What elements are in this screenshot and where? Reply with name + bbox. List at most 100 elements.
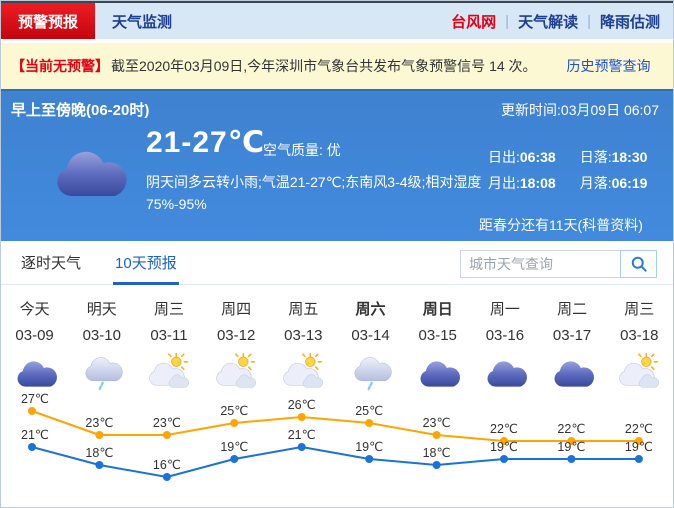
temp-point-label: 19℃ [557, 440, 585, 454]
top-nav: 预警预报 天气监测 台风网 | 天气解读 | 降雨估测 [1, 1, 673, 39]
top-nav-links: 台风网 | 天气解读 | 降雨估测 [451, 3, 673, 39]
nav-tab-weather-monitor[interactable]: 天气监测 [112, 13, 173, 31]
temp-point[interactable] [500, 437, 508, 445]
temp-point[interactable] [365, 419, 374, 427]
overcast-icon [414, 353, 462, 391]
forecast-day-column[interactable]: 今天 03-09 [1, 298, 68, 391]
forecast-day-column[interactable]: 周四 03-12 [203, 298, 270, 391]
sun-moon-times: 日出:06:38 日落:18:30 月出:18:08 月落:06:19 [488, 147, 647, 193]
day-name: 明天 [86, 301, 117, 318]
day-name: 周三 [624, 301, 655, 318]
search-icon [629, 254, 649, 274]
history-alert-link[interactable]: 历史预警查询 [566, 58, 651, 74]
forecast-day-column[interactable]: 周二 03-17 [539, 298, 606, 391]
day-date: 03-17 [552, 327, 592, 344]
temp-point-label: 25℃ [355, 404, 383, 418]
day-name: 周五 [288, 301, 319, 318]
temp-point-label: 19℃ [220, 440, 248, 454]
overcast-cloud-icon [47, 137, 129, 196]
temp-point[interactable] [567, 437, 576, 445]
temp-point[interactable] [432, 431, 441, 439]
forecast-day-column[interactable]: 周三 03-11 [135, 298, 202, 391]
temp-line [31, 410, 639, 442]
day-name: 周四 [221, 301, 252, 318]
day-name: 周日 [422, 301, 453, 318]
temp-point[interactable] [230, 455, 239, 463]
nav-link[interactable]: 天气解读 [518, 13, 579, 31]
temp-point[interactable] [500, 455, 508, 463]
temp-point[interactable] [230, 419, 239, 427]
nav-link[interactable]: 降雨估测 [599, 13, 660, 31]
temp-point[interactable] [297, 413, 306, 421]
overcast-icon [481, 353, 529, 391]
temp-point-label: 18℃ [423, 446, 451, 460]
day-date: 03-14 [351, 327, 390, 344]
temp-point[interactable] [567, 455, 576, 463]
day-date: 03-13 [284, 327, 323, 344]
astro-time: 月出:18:08 [488, 175, 556, 191]
temp-point[interactable] [162, 473, 171, 481]
forecast-tab-bar: 逐时天气 10天预报 [1, 241, 673, 285]
temp-point[interactable] [365, 455, 374, 463]
nav-tab-warning-forecast[interactable]: 预警预报 [1, 3, 96, 39]
temp-point-label: 27℃ [21, 392, 49, 406]
day-date: 03-16 [485, 327, 525, 344]
tab-ten-day-forecast[interactable]: 10天预报 [113, 241, 179, 285]
day-name: 今天 [19, 301, 50, 318]
city-search-input[interactable] [460, 250, 620, 278]
top-nav-tabs: 预警预报 天气监测 [1, 3, 189, 39]
temp-point[interactable] [634, 437, 643, 445]
nav-link[interactable]: 台风网 [451, 13, 497, 31]
day-name: 周二 [557, 301, 588, 318]
partly-cloudy-icon [212, 353, 260, 391]
temp-point[interactable] [28, 407, 36, 415]
temp-point-label: 25℃ [220, 404, 248, 418]
temp-point-label: 19℃ [355, 440, 383, 454]
astro-time: 日出:06:38 [488, 149, 556, 165]
day-date: 03-15 [418, 327, 457, 344]
alert-bar: 【当前无预警】 截至2020年03月09日,今年深圳市气象台共发布气象预警信号 … [1, 43, 673, 89]
day-name: 周三 [153, 301, 184, 318]
partly-cloudy-icon [145, 353, 193, 391]
temp-point-label: 19℃ [490, 440, 518, 454]
day-date: 03-09 [15, 327, 54, 344]
temp-point-label: 22℃ [490, 422, 518, 436]
temp-point-label: 26℃ [288, 398, 316, 412]
temp-point[interactable] [28, 443, 36, 451]
day-date: 03-18 [620, 327, 659, 344]
content-tabs: 逐时天气 10天预报 [21, 241, 179, 285]
temp-point[interactable] [162, 431, 171, 439]
forecast-day-column[interactable]: 明天 03-10 [68, 298, 135, 391]
temp-point[interactable] [634, 455, 643, 463]
temp-point-label: 21℃ [288, 428, 316, 442]
temp-point[interactable] [297, 443, 306, 451]
search-button[interactable] [620, 250, 657, 278]
light-rain-icon [347, 353, 395, 391]
day-date: 03-12 [216, 327, 256, 344]
alert-message: 截至2020年03月09日,今年深圳市气象台共发布气象预警信号 14 次。 [111, 58, 537, 74]
temp-point[interactable] [95, 431, 104, 439]
temp-point-label: 16℃ [153, 458, 181, 472]
temp-point-label: 23℃ [85, 416, 113, 430]
forecast-day-column[interactable]: 周五 03-13 [270, 298, 337, 391]
partly-cloudy-icon [279, 353, 327, 391]
solar-term-note: 距春分还有11天(科普资料) [479, 217, 643, 233]
forecast-day-column[interactable]: 周日 03-15 [404, 298, 471, 391]
forecast-day-column[interactable]: 周三 03-18 [606, 298, 673, 391]
partly-cloudy-icon [615, 353, 663, 391]
light-rain-icon [78, 353, 126, 391]
air-quality-label: 空气质量: 优 [263, 142, 341, 158]
temp-point-label: 21℃ [21, 428, 49, 442]
forecast-day-column[interactable]: 周六 03-14 [337, 298, 404, 391]
forecast-day-column[interactable]: 周一 03-16 [471, 298, 538, 391]
temp-point[interactable] [95, 461, 104, 469]
temperature-chart: 27℃ 23℃ 23℃ 25℃ 26℃ 25℃ 23℃ 22℃ 22℃ 22℃ 21℃ 18℃ 16℃ 1… [1, 391, 673, 507]
astro-time: 月落:06:19 [579, 175, 648, 191]
current-weather-panel: 早上至傍晚(06-20时) 更新时间:03月09日 06:07 21-27℃ 空… [1, 89, 673, 241]
day-name: 周六 [355, 301, 386, 318]
tab-hourly-weather[interactable]: 逐时天气 [21, 255, 82, 272]
astro-time: 日落:18:30 [579, 149, 648, 165]
temp-point[interactable] [432, 461, 441, 469]
overcast-icon [11, 353, 59, 391]
